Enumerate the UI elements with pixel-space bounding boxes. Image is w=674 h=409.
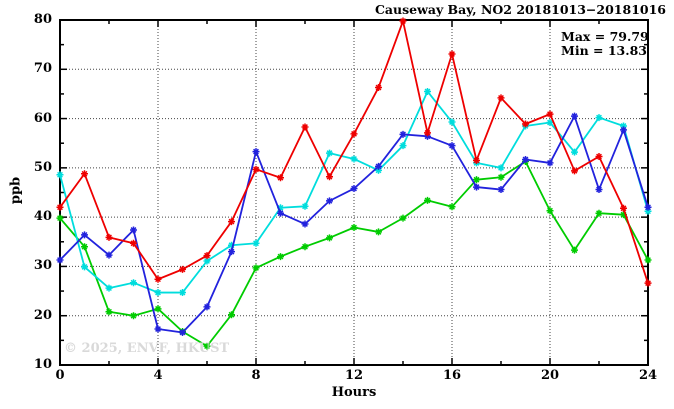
y-tick-label: 70 — [33, 61, 52, 77]
x-tick-label: 0 — [55, 368, 65, 383]
x-axis-label: Hours — [331, 385, 377, 400]
min-value-label: Min = 13.83 — [561, 43, 647, 58]
x-tick-label: 4 — [153, 368, 163, 383]
y-tick-label: 60 — [33, 110, 52, 126]
y-tick-label: 40 — [33, 209, 52, 225]
y-tick-label: 30 — [33, 258, 52, 274]
y-tick-label: 80 — [33, 12, 52, 27]
y-tick-label: 20 — [33, 307, 52, 323]
y-tick-label: 50 — [33, 159, 52, 175]
max-value-label: Max = 79.79 — [561, 29, 649, 44]
chart-title: Causeway Bay, NO2 20181013−20181016 — [374, 2, 666, 17]
y-tick-label: 10 — [33, 357, 52, 372]
x-tick-label: 24 — [638, 368, 658, 383]
x-tick-label: 20 — [540, 368, 560, 383]
x-tick-label: 16 — [442, 368, 462, 383]
watermark: © 2025, ENVF, HKUST — [64, 341, 230, 356]
x-tick-label: 12 — [344, 368, 364, 383]
x-tick-label: 8 — [251, 368, 261, 383]
max-min-annotation: Max = 79.79 Min = 13.83 — [561, 30, 649, 58]
